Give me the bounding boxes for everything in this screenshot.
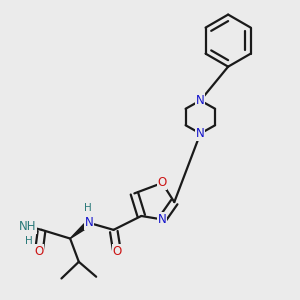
Text: H: H	[84, 203, 92, 213]
Polygon shape	[70, 220, 91, 238]
Text: N: N	[196, 127, 205, 140]
Text: N: N	[196, 94, 205, 107]
Text: NH: NH	[19, 220, 37, 233]
Text: N: N	[85, 216, 94, 230]
Text: H: H	[25, 236, 33, 246]
Text: O: O	[112, 245, 122, 258]
Text: O: O	[34, 245, 44, 258]
Text: O: O	[158, 176, 167, 190]
Text: N: N	[158, 213, 167, 226]
